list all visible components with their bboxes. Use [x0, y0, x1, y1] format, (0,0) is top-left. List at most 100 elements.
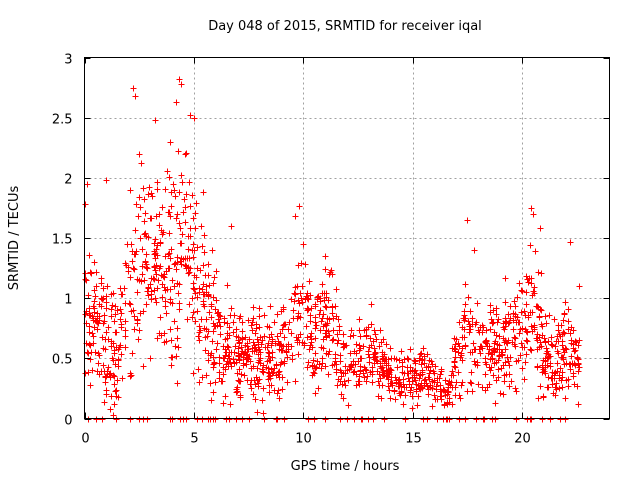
data-point [312, 301, 319, 308]
data-point [260, 410, 267, 417]
data-point [319, 315, 326, 322]
data-point [391, 387, 398, 394]
data-point [491, 329, 498, 336]
data-point [329, 304, 336, 311]
data-point [502, 299, 509, 306]
data-point [174, 259, 181, 266]
x-tick-labels: 0 5 10 15 20 [81, 432, 530, 447]
data-point [495, 374, 502, 381]
data-point [307, 342, 314, 349]
data-point [224, 343, 231, 350]
data-point [462, 281, 469, 288]
x-tick-label: 15 [405, 432, 422, 447]
data-point [245, 317, 252, 324]
data-point [357, 333, 364, 340]
data-point [438, 366, 445, 373]
data-point [337, 358, 344, 365]
data-point [367, 335, 374, 342]
data-point [503, 371, 510, 378]
data-point [337, 416, 344, 423]
data-point [479, 384, 486, 391]
data-point [496, 333, 503, 340]
data-point [123, 262, 130, 269]
data-point [269, 354, 276, 361]
data-point [118, 310, 125, 317]
data-point [456, 319, 463, 326]
data-point [209, 247, 216, 254]
data-point [518, 309, 525, 316]
y-tick-label: 2.5 [52, 113, 73, 128]
y-tick-label: 0 [64, 414, 72, 429]
data-point [194, 244, 201, 251]
data-point [360, 343, 367, 350]
data-point [128, 308, 135, 315]
data-point [521, 308, 528, 315]
data-point [207, 380, 214, 387]
data-point [536, 334, 543, 341]
data-point [256, 313, 263, 320]
data-point [364, 373, 371, 380]
data-point [131, 313, 138, 320]
data-point [269, 336, 276, 343]
data-point [216, 312, 223, 319]
data-point [111, 401, 118, 408]
data-point [518, 340, 525, 347]
data-point [459, 324, 466, 331]
data-point [99, 416, 106, 423]
data-point [274, 390, 281, 397]
data-point [554, 360, 561, 367]
data-point [304, 364, 311, 371]
data-point [159, 294, 166, 301]
data-point [451, 363, 458, 370]
data-point [266, 324, 273, 331]
data-point [256, 305, 263, 312]
data-point [330, 327, 337, 334]
data-point [192, 225, 199, 232]
data-point [459, 379, 466, 386]
data-point [95, 320, 102, 327]
data-point [173, 99, 180, 106]
data-point [513, 416, 520, 423]
data-point [558, 322, 565, 329]
data-point [318, 318, 325, 325]
data-point [576, 283, 583, 290]
data-point [277, 341, 284, 348]
data-point [516, 280, 523, 287]
data-point [304, 307, 311, 314]
data-point [130, 85, 137, 92]
data-point [310, 357, 317, 364]
data-point [205, 291, 212, 298]
data-point [114, 307, 121, 314]
data-point [220, 371, 227, 378]
data-point [103, 391, 110, 398]
data-point [92, 293, 99, 300]
data-point [104, 283, 111, 290]
data-point [458, 382, 465, 389]
data-point [225, 353, 232, 360]
data-point [535, 269, 542, 276]
data-point [376, 343, 383, 350]
data-point [534, 303, 541, 310]
data-point [122, 327, 129, 334]
data-point [506, 362, 513, 369]
data-point [162, 287, 169, 294]
data-point [276, 346, 283, 353]
data-point [249, 319, 256, 326]
data-point [113, 393, 120, 400]
data-point [322, 303, 329, 310]
data-point [110, 412, 117, 419]
data-point [166, 209, 173, 216]
data-point [122, 318, 129, 325]
data-point [417, 351, 424, 358]
data-point [429, 361, 436, 368]
data-point [132, 227, 139, 234]
data-point [173, 215, 180, 222]
data-point [252, 330, 259, 337]
data-point [187, 203, 194, 210]
data-point [279, 374, 286, 381]
data-point [195, 333, 202, 340]
data-point [182, 219, 189, 226]
data-point [281, 360, 288, 367]
data-point [111, 350, 118, 357]
data-point [409, 405, 416, 412]
